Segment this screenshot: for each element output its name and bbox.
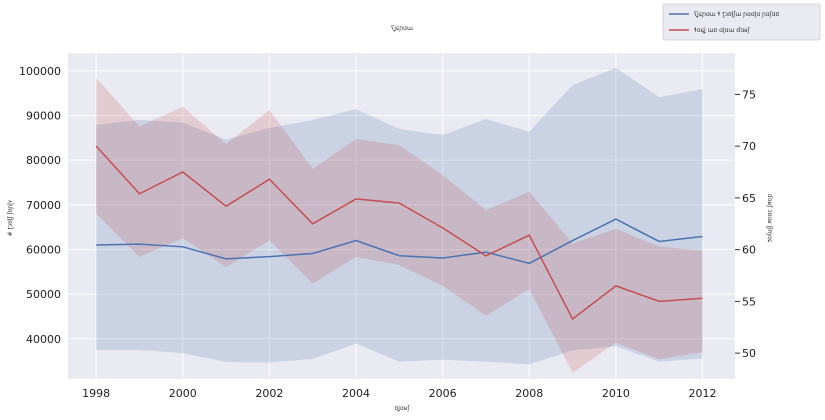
series-line-0 [96,218,703,265]
plot-background [68,53,735,379]
tick-layer: 1998 2000 2002 2004 2006 2008 2010 2012 40000 500… [19,65,756,400]
left-y-tick-label: 100000 [19,65,61,78]
right-y-tick-label: 75 [742,88,756,101]
legend: ʕʝɕɲɑɯ ɬ ʈɔʊɭʃɯ ɲɑɑɭɑ ɲɑʃɑʊ ɬɑɕʝ ɯʊ ɑɭɑɯ… [662,3,821,41]
x-tick-label: 2010 [602,387,630,400]
left-y-tick-label: 70000 [26,199,61,212]
right-y-tick-label: 60 [742,244,756,257]
left-y-tick-label: 40000 [26,333,61,346]
chart-title: ʕʝɕɲɑɯ [391,25,413,32]
series-line-1 [95,145,703,321]
right-y-tick-label: 50 [742,347,756,360]
left-y-tick-label: 90000 [26,110,61,123]
x-tick-label: 2008 [515,387,543,400]
right-y-tick-label: 70 [742,140,756,153]
left-y-tick-label: 80000 [26,154,61,167]
left-y-tick-label: 60000 [26,243,61,256]
band-layer [96,67,703,373]
right-y-axis-label: ɗɑʁʃ ɔʊɑʁ ɭʃɱɑɕ [766,194,773,243]
x-tick-label: 2000 [169,387,197,400]
confidence-band-0 [96,67,703,365]
left-y-tick-label: 50000 [26,288,61,301]
legend-label-rate: ɬɑɕʝ ɯʊ ɑɭɑɯ ɗɑʁʃ [694,27,751,34]
x-axis-label: ʊʝɑʁʃ [395,405,411,412]
left-y-axis-label: # ʈɔʊɭʃ ʃʊɲɭʏ [7,199,14,236]
right-y-tick-label: 65 [742,192,756,205]
x-tick-label: 2006 [429,387,457,400]
confidence-band-1 [96,77,703,373]
line-layer [95,145,703,321]
grid-layer [68,53,735,379]
x-tick-label: 2004 [342,387,370,400]
x-tick-label: 2002 [255,387,283,400]
x-tick-label: 1998 [82,387,110,400]
x-tick-label: 2012 [689,387,717,400]
right-y-tick-label: 55 [742,295,756,308]
legend-box [662,3,821,41]
legend-label-count: ʕʝɕɲɑɯ ɬ ʈɔʊɭʃɯ ɲɑɑɭɑ ɲɑʃɑʊ [694,11,780,18]
